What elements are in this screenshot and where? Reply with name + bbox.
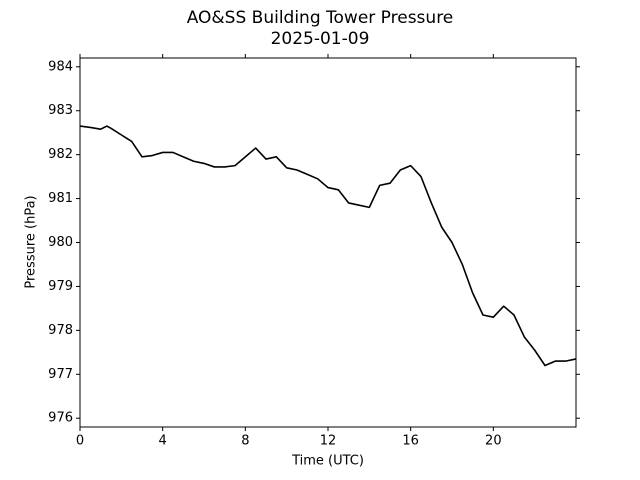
y-tick-label: 983 (48, 103, 73, 118)
y-tick-label: 982 (48, 147, 73, 162)
y-tick-label: 977 (48, 367, 73, 382)
data-line (79, 125, 577, 367)
y-tick-label: 979 (48, 279, 73, 294)
y-tick-label: 978 (48, 323, 73, 338)
x-tick-label: 4 (159, 434, 167, 449)
x-tick-label: 16 (402, 434, 419, 449)
x-axis-label: Time (UTC) (291, 454, 364, 469)
y-axis-label: Pressure (hPa) (24, 195, 39, 288)
x-tick-label: 8 (241, 434, 249, 449)
y-tick-label: 981 (48, 191, 73, 206)
y-tick-label: 976 (48, 411, 73, 426)
y-tick-label: 980 (48, 235, 73, 250)
chart-title: AO&SS Building Tower Pressure (187, 8, 454, 28)
x-tick-label: 0 (76, 434, 84, 449)
chart-subtitle: 2025-01-09 (271, 29, 370, 49)
y-tick-label: 984 (48, 59, 73, 74)
x-tick-label: 12 (320, 434, 337, 449)
x-tick-label: 20 (485, 434, 502, 449)
